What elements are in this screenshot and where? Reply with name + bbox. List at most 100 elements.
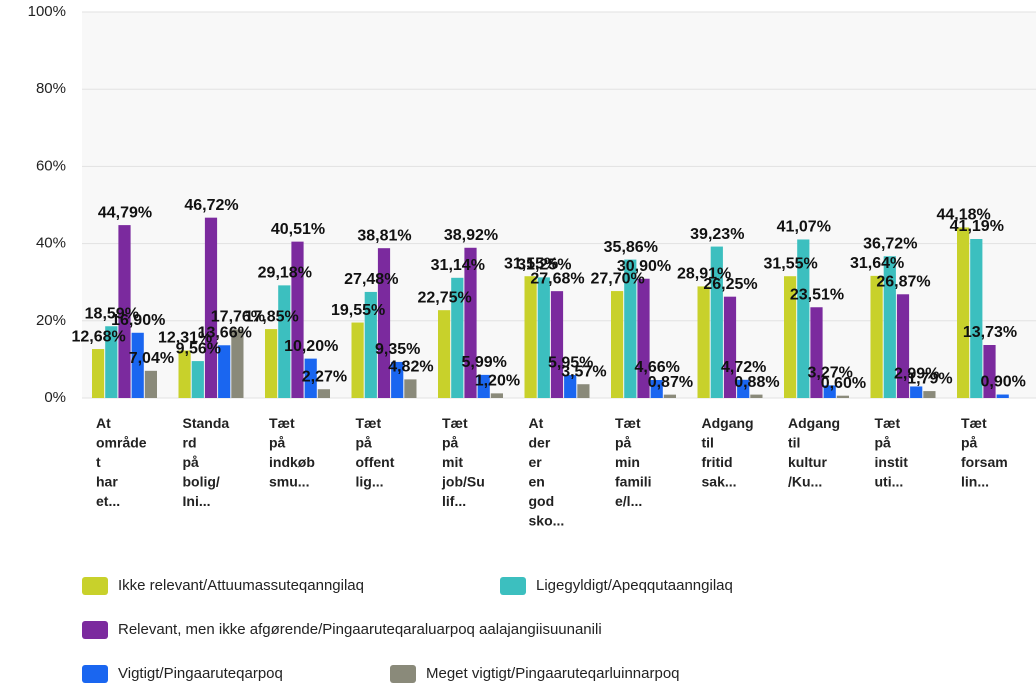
data-label: 7,04%: [129, 350, 174, 367]
legend-label: Vigtigt/Pingaaruteqarpoq: [118, 665, 283, 682]
bar: [624, 259, 637, 398]
x-tick-label: Tæt på indkøb smu...: [269, 415, 315, 490]
y-tick-label: 20%: [36, 312, 66, 329]
data-label: 36,72%: [863, 235, 917, 252]
bar: [464, 247, 477, 398]
data-label: 41,07%: [777, 219, 831, 236]
legend-swatch: [82, 665, 108, 683]
bar: [231, 329, 244, 398]
legend-label: Relevant, men ikke afgørende/Pingaaruteq…: [118, 621, 602, 638]
data-label: 31,64%: [850, 255, 904, 272]
bar: [663, 394, 676, 398]
data-label: 26,25%: [703, 276, 757, 293]
data-label: 1,79%: [907, 370, 952, 387]
bar: [611, 291, 624, 398]
data-label: 46,72%: [184, 197, 238, 214]
data-label: 35,86%: [604, 239, 658, 256]
x-tick-label: Adgang til fritid sak...: [702, 415, 758, 490]
legend-swatch: [390, 665, 416, 683]
bar: [178, 350, 191, 398]
data-label: 22,75%: [417, 289, 471, 306]
x-tick-label: Tæt på offent lig...: [356, 415, 395, 490]
y-tick-label: 0%: [44, 389, 66, 406]
bar: [144, 370, 157, 398]
x-tick-label: Tæt på mit job/Su lif...: [441, 415, 485, 509]
data-label: 17,76%: [211, 309, 265, 326]
bar: [737, 379, 750, 398]
data-label: 1,20%: [475, 373, 520, 390]
data-label: 28,91%: [677, 266, 731, 283]
bar: [883, 256, 896, 398]
data-label: 23,51%: [790, 286, 844, 303]
x-tick-label: Tæt på instit uti...: [875, 415, 909, 490]
bar: [377, 248, 391, 398]
y-tick-label: 80%: [36, 80, 66, 97]
data-label: 4,82%: [388, 359, 433, 376]
data-label: 17,85%: [244, 308, 298, 325]
bar: [564, 375, 577, 398]
data-label: 13,73%: [963, 324, 1017, 341]
bar: [317, 389, 330, 398]
y-tick-label: 40%: [36, 235, 66, 252]
bar: [577, 384, 590, 398]
bar: [118, 225, 131, 398]
bar: [797, 239, 810, 398]
x-tick-label: Standa rd på bolig/Ini...: [183, 415, 230, 509]
bar: [750, 394, 763, 398]
y-tick-label: 60%: [36, 157, 66, 174]
bar: [983, 345, 996, 398]
data-label: 26,87%: [876, 274, 930, 291]
data-label: 5,99%: [462, 354, 507, 371]
legend-label: Ligegyldigt/Apeqqutaanngilaq: [536, 577, 733, 594]
bar: [957, 227, 970, 398]
y-tick-label: 100%: [28, 3, 66, 20]
bar: [131, 332, 144, 398]
bar: [697, 286, 710, 398]
data-label: 29,18%: [258, 265, 312, 282]
bar: [265, 329, 278, 398]
data-label: 2,27%: [302, 368, 347, 385]
bar: [537, 277, 550, 398]
data-label: 27,70%: [590, 270, 644, 287]
data-label: 38,92%: [444, 227, 498, 244]
bar: [784, 276, 797, 398]
bar: [451, 277, 464, 398]
bar: [524, 276, 537, 398]
data-label: 13,66%: [198, 324, 252, 341]
data-label: 9,35%: [375, 341, 420, 358]
data-label: 31,55%: [763, 255, 817, 272]
bar: [477, 374, 490, 398]
bar: [637, 278, 650, 398]
data-label: 0,88%: [734, 374, 779, 391]
data-label: 16,90%: [111, 312, 165, 329]
data-label: 19,55%: [331, 302, 385, 319]
bar: [996, 394, 1009, 398]
x-tick-label: Tæt på forsam lin...: [961, 415, 1008, 490]
data-label: 27,48%: [344, 271, 398, 288]
legend-swatch: [500, 577, 526, 595]
data-label: 31,25%: [517, 257, 571, 274]
bar: [364, 291, 377, 398]
x-tick-label: Adgang til kultur/Ku...: [788, 415, 844, 490]
data-label: 3,27%: [808, 365, 853, 382]
bar: [204, 217, 218, 398]
bar: [823, 385, 836, 398]
bar: [810, 307, 823, 398]
bar: [650, 380, 663, 398]
data-label: 12,68%: [71, 328, 125, 345]
data-label: 39,23%: [690, 226, 744, 243]
legend-label: Ikke relevant/Attuumassuteqanngilaq: [118, 577, 364, 594]
data-label: 40,51%: [271, 221, 325, 238]
data-label: 2,99%: [894, 366, 939, 383]
data-label: 44,79%: [98, 204, 152, 221]
bar: [278, 285, 291, 398]
bar: [291, 241, 304, 398]
x-tick-label: At der er en god sko...: [529, 415, 565, 529]
data-label: 10,20%: [284, 338, 338, 355]
bar: [404, 379, 417, 398]
bar: [550, 291, 564, 398]
data-label: 4,72%: [721, 359, 766, 376]
bar: [870, 275, 883, 398]
data-label: 0,87%: [648, 374, 693, 391]
